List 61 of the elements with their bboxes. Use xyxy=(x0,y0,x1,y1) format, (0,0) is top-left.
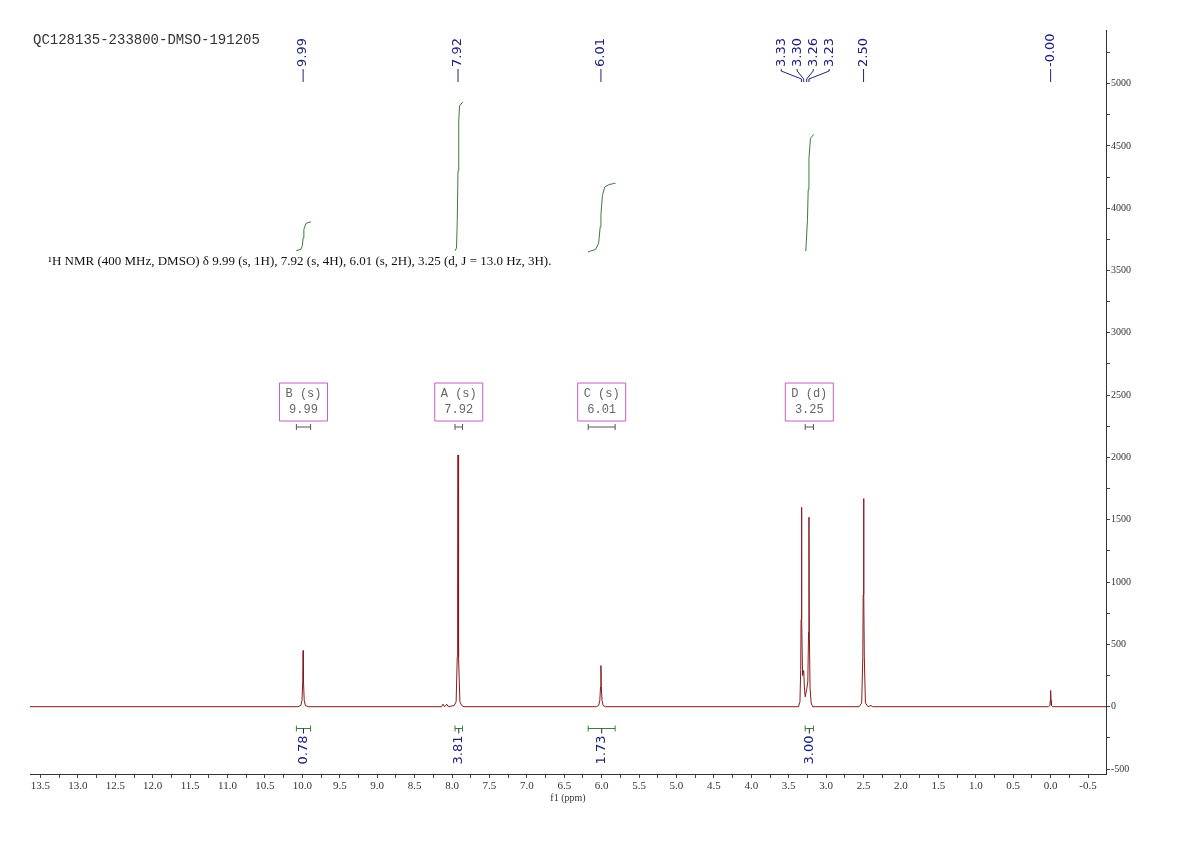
x-tick-label: 9.0 xyxy=(370,779,385,792)
y-tick-label: -500 xyxy=(1111,762,1130,774)
annotation: C (s) 6.01 xyxy=(583,387,620,418)
annotation: A (s) 7.92 xyxy=(440,387,477,418)
y-tick-label: 500 xyxy=(1111,638,1126,650)
annotation: D (d) 3.25 xyxy=(791,387,828,418)
chart-title: QC128135-233800-DMSO-191205 xyxy=(33,31,260,48)
y-tick-label: 0 xyxy=(1111,700,1116,712)
x-tick-label: 12.5 xyxy=(105,779,126,792)
x-tick-label: 6.0 xyxy=(594,779,610,792)
annotation: ¹H NMR (400 MHz, DMSO) δ 9.99 (s, 1H), 7.92 (s, 4H), 6.01 (s, 2H), 3.25 (d, J = 13.0 Hz, 3H). xyxy=(48,253,552,269)
y-tick-label: 4000 xyxy=(1111,201,1131,213)
x-tick-label: 3.0 xyxy=(819,779,834,792)
x-tick-label: 11.0 xyxy=(218,779,238,792)
x-tick-label: 4.5 xyxy=(707,779,722,792)
x-tick-label: 8.0 xyxy=(445,779,460,792)
x-tick-label: 13.0 xyxy=(68,779,89,792)
annotation: 3.23 xyxy=(820,38,836,67)
x-tick-label: 2.5 xyxy=(856,779,871,792)
x-tick-label: 10.5 xyxy=(255,779,276,792)
annotation: 3.81 xyxy=(450,735,466,765)
annotation: 3.26 xyxy=(804,38,820,67)
annotation: 9.99 xyxy=(294,38,310,67)
annotation: 0.78 xyxy=(294,735,310,765)
annotation: -0.00 xyxy=(1042,33,1057,67)
annotation: 3.00 xyxy=(800,735,816,765)
y-tick-label: 1500 xyxy=(1111,513,1131,525)
x-tick-label: 2.0 xyxy=(894,779,909,792)
x-tick-label: 5.5 xyxy=(632,779,647,792)
y-tick-label: 5000 xyxy=(1111,77,1131,89)
annotation: 2.50 xyxy=(854,38,870,67)
x-tick-label: 9.5 xyxy=(332,779,348,792)
x-tick-label: 1.5 xyxy=(931,779,946,792)
x-tick-label: 7.0 xyxy=(519,779,535,792)
y-tick-label: 1000 xyxy=(1111,575,1131,587)
x-tick-label: 0.5 xyxy=(1006,779,1021,792)
x-tick-label: 7.5 xyxy=(482,779,497,792)
x-tick-label: 3.5 xyxy=(781,779,797,792)
x-tick-label: 12.0 xyxy=(143,779,163,792)
annotation: B (s) 9.99 xyxy=(285,387,322,418)
y-tick-label: 4500 xyxy=(1111,139,1131,151)
x-axis-title: f1 (ppm) xyxy=(550,791,586,804)
x-tick-label: 8.5 xyxy=(407,779,422,792)
x-tick-label: 1.0 xyxy=(968,779,984,792)
annotation: 1.73 xyxy=(593,735,609,765)
y-tick-label: 2500 xyxy=(1111,388,1131,400)
annotation: 7.92 xyxy=(449,38,465,67)
y-tick-label: 3500 xyxy=(1111,264,1131,276)
annotation: 6.01 xyxy=(592,38,608,67)
annotation: 3.33 xyxy=(772,38,788,67)
x-tick-label: 11.5 xyxy=(180,779,201,792)
x-tick-label: 0.0 xyxy=(1043,779,1058,792)
x-tick-label: 5.0 xyxy=(669,779,684,792)
x-tick-label: 10.0 xyxy=(292,779,313,792)
annotation: 3.30 xyxy=(788,38,804,67)
y-tick-label: 2000 xyxy=(1111,451,1131,463)
x-tick-label: 6.5 xyxy=(557,779,572,792)
x-tick-label: 13.5 xyxy=(30,779,51,792)
x-tick-label: 4.0 xyxy=(744,779,759,792)
y-tick-label: 3000 xyxy=(1111,326,1131,338)
x-tick-label: -0.5 xyxy=(1079,779,1098,792)
